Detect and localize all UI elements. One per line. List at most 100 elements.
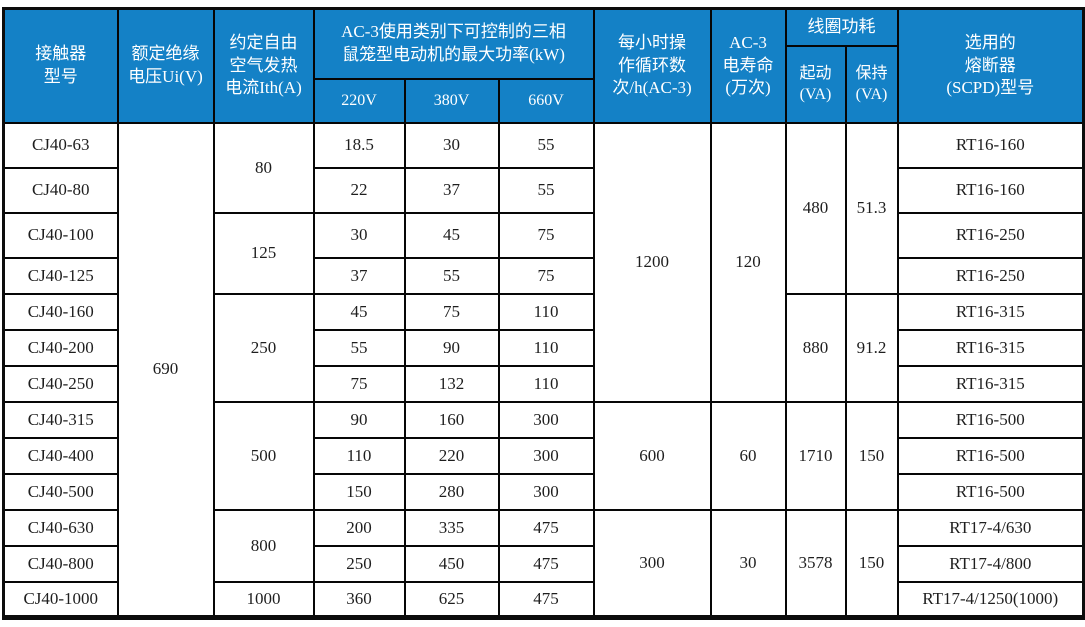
- cell-p660: 55: [497, 166, 595, 214]
- table-row: CJ40-800 250 450 475 RT17-4/800: [2, 544, 1085, 583]
- cell-fuse: RT16-315: [896, 364, 1085, 403]
- cell-model: CJ40-250: [2, 364, 119, 403]
- cell-p380: 90: [403, 328, 500, 367]
- cell-p660: 110: [497, 292, 595, 331]
- cell-p660: 475: [497, 544, 595, 583]
- cell-fuse: RT16-250: [896, 211, 1085, 259]
- cell-life: 30: [709, 508, 787, 619]
- table-row: CJ40-250 75 132 110 RT16-315: [2, 364, 1085, 403]
- header-contactor-model: 接触器 型号: [2, 7, 119, 124]
- cell-fuse: RT16-315: [896, 292, 1085, 331]
- cell-model: CJ40-630: [2, 508, 119, 547]
- contactor-spec-table: 接触器 型号 额定绝缘 电压Ui(V) 约定自由 空气发热 电流Ith(A) A…: [2, 7, 1085, 620]
- cell-p380: 335: [403, 508, 500, 547]
- cell-model: CJ40-100: [2, 211, 119, 259]
- cell-cycles: 300: [592, 508, 712, 619]
- cell-coil-start: 1710: [784, 400, 847, 511]
- cell-p660: 110: [497, 328, 595, 367]
- cell-p660: 110: [497, 364, 595, 403]
- header-ac3-max-power: AC-3使用类别下可控制的三相 鼠笼型电动机的最大功率(kW): [312, 7, 595, 80]
- cell-p220: 45: [312, 292, 406, 331]
- cell-p380: 450: [403, 544, 500, 583]
- cell-p220: 250: [312, 544, 406, 583]
- cell-model: CJ40-125: [2, 256, 119, 295]
- cell-p380: 625: [403, 580, 500, 619]
- cell-p660: 300: [497, 472, 595, 511]
- header-thermal-current: 约定自由 空气发热 电流Ith(A): [212, 7, 315, 124]
- cell-model: CJ40-800: [2, 544, 119, 583]
- cell-ith: 80: [212, 121, 315, 214]
- cell-p220: 200: [312, 508, 406, 547]
- cell-model: CJ40-160: [2, 292, 119, 331]
- cell-coil-hold: 51.3: [844, 121, 899, 295]
- cell-p380: 280: [403, 472, 500, 511]
- table-row: CJ40-125 37 55 75 RT16-250: [2, 256, 1085, 295]
- cell-fuse: RT16-250: [896, 256, 1085, 295]
- cell-life: 60: [709, 400, 787, 511]
- cell-life: 120: [709, 121, 787, 403]
- cell-coil-start: 480: [784, 121, 847, 295]
- cell-fuse: RT17-4/630: [896, 508, 1085, 547]
- header-electrical-life: AC-3 电寿命 (万次): [709, 7, 787, 124]
- cell-p220: 75: [312, 364, 406, 403]
- cell-p380: 160: [403, 400, 500, 439]
- cell-p220: 150: [312, 472, 406, 511]
- header-operating-cycles: 每小时操 作循环数 次/h(AC-3): [592, 7, 712, 124]
- cell-ith: 125: [212, 211, 315, 295]
- cell-p220: 37: [312, 256, 406, 295]
- cell-fuse: RT16-160: [896, 121, 1085, 169]
- header-coil-start: 起动 (VA): [784, 44, 847, 124]
- cell-fuse: RT17-4/800: [896, 544, 1085, 583]
- cell-cycles: 600: [592, 400, 712, 511]
- cell-p380: 37: [403, 166, 500, 214]
- cell-p380: 45: [403, 211, 500, 259]
- cell-p660: 55: [497, 121, 595, 169]
- cell-cycles: 1200: [592, 121, 712, 403]
- cell-fuse: RT16-500: [896, 400, 1085, 439]
- cell-coil-hold: 91.2: [844, 292, 899, 403]
- cell-model: CJ40-315: [2, 400, 119, 439]
- table-header: 接触器 型号 额定绝缘 电压Ui(V) 约定自由 空气发热 电流Ith(A) A…: [2, 7, 1085, 124]
- header-voltage-660: 660V: [497, 77, 595, 124]
- cell-p220: 90: [312, 400, 406, 439]
- cell-p660: 75: [497, 256, 595, 295]
- cell-fuse: RT16-500: [896, 436, 1085, 475]
- cell-ith: 800: [212, 508, 315, 583]
- cell-model: CJ40-63: [2, 121, 119, 169]
- cell-p660: 475: [497, 508, 595, 547]
- table-row: CJ40-200 55 90 110 RT16-315: [2, 328, 1085, 367]
- header-rated-insulation-voltage: 额定绝缘 电压Ui(V): [116, 7, 215, 124]
- cell-coil-start: 880: [784, 292, 847, 403]
- header-voltage-380: 380V: [403, 77, 500, 124]
- table-row: CJ40-500 150 280 300 RT16-500: [2, 472, 1085, 511]
- cell-ui-voltage: 690: [116, 121, 215, 619]
- cell-ith: 1000: [212, 580, 315, 619]
- table-row: CJ40-80 22 37 55 RT16-160: [2, 166, 1085, 214]
- cell-coil-hold: 150: [844, 508, 899, 619]
- cell-p220: 30: [312, 211, 406, 259]
- cell-p380: 30: [403, 121, 500, 169]
- table-row: CJ40-1000 1000 360 625 475 RT17-4/1250(1…: [2, 580, 1085, 619]
- cell-fuse: RT17-4/1250(1000): [896, 580, 1085, 619]
- table-row: CJ40-630 800 200 335 475 300 30 3578 150…: [2, 508, 1085, 619]
- cell-p660: 300: [497, 436, 595, 475]
- cell-p220: 360: [312, 580, 406, 619]
- header-coil-power: 线圈功耗: [784, 7, 899, 47]
- cell-p220: 22: [312, 166, 406, 214]
- cell-p660: 475: [497, 580, 595, 619]
- cell-coil-hold: 150: [844, 400, 899, 511]
- cell-p220: 110: [312, 436, 406, 475]
- cell-p380: 75: [403, 292, 500, 331]
- cell-ith: 250: [212, 292, 315, 403]
- cell-p380: 220: [403, 436, 500, 475]
- table-row: CJ40-100 125 30 45 75 RT16-250: [2, 211, 1085, 295]
- table-row: CJ40-160 250 45 75 110 880 91.2 RT16-315: [2, 292, 1085, 403]
- table-row: CJ40-63 690 80 18.5 30 55 1200 120 480 5…: [2, 121, 1085, 619]
- table-row: CJ40-315 500 90 160 300 600 60 1710 150 …: [2, 400, 1085, 511]
- cell-fuse: RT16-500: [896, 472, 1085, 511]
- header-coil-hold: 保持 (VA): [844, 44, 899, 124]
- cell-model: CJ40-400: [2, 436, 119, 475]
- cell-ith: 500: [212, 400, 315, 511]
- cell-model: CJ40-200: [2, 328, 119, 367]
